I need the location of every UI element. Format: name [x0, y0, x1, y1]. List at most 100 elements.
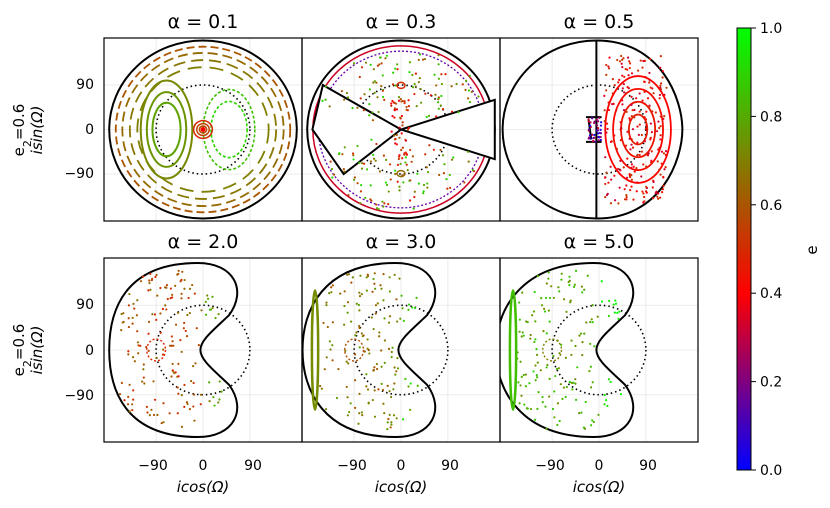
data-point [365, 168, 369, 171]
data-point [659, 88, 663, 91]
data-point [621, 87, 624, 90]
data-point [641, 190, 644, 193]
data-point [192, 365, 195, 368]
data-point [396, 320, 399, 323]
data-point [331, 321, 334, 324]
data-point [542, 330, 545, 333]
data-point [383, 317, 386, 320]
orbit-ring-0 [114, 45, 292, 214]
data-point [395, 133, 399, 137]
data-point [386, 384, 389, 387]
data-point [661, 191, 664, 194]
data-point [425, 115, 428, 119]
data-point [652, 180, 655, 184]
data-point [633, 170, 636, 173]
data-point [369, 184, 372, 187]
data-point [533, 290, 536, 294]
data-point [418, 76, 421, 80]
data-point [629, 189, 632, 192]
data-point [152, 380, 155, 383]
right-loop-1 [210, 100, 248, 159]
data-point [407, 99, 410, 102]
data-point [393, 382, 396, 385]
data-point [151, 277, 154, 281]
data-point [627, 74, 630, 77]
data-point [381, 95, 385, 99]
data-point [354, 353, 357, 356]
data-point [352, 62, 356, 65]
data-point [439, 104, 442, 107]
data-point [619, 169, 622, 172]
data-point [613, 134, 616, 137]
data-point [623, 188, 626, 191]
data-point [548, 296, 552, 300]
data-point [412, 207, 415, 210]
data-point [648, 71, 651, 75]
data-point [376, 302, 379, 305]
data-point [620, 54, 623, 58]
data-point [410, 160, 413, 163]
data-point [596, 129, 600, 132]
data-point [539, 369, 542, 372]
data-point [619, 392, 623, 396]
data-point [609, 202, 613, 205]
data-point [148, 414, 151, 417]
data-point [373, 366, 376, 369]
data-point [589, 320, 592, 324]
data-point [346, 311, 349, 314]
ytick-label-r1-m90: −90 [64, 388, 94, 404]
data-point [405, 153, 408, 156]
data-point [440, 94, 443, 98]
data-point [331, 359, 334, 362]
data-point [372, 277, 375, 281]
data-point [632, 198, 635, 201]
data-point [413, 195, 416, 199]
data-point [413, 190, 416, 193]
data-point [452, 156, 455, 159]
data-point [656, 160, 659, 163]
data-point [352, 154, 355, 157]
data-point [174, 323, 178, 326]
data-point [594, 140, 597, 143]
data-point [360, 332, 363, 335]
data-point [346, 396, 349, 399]
data-point [560, 272, 563, 275]
data-point [152, 413, 156, 417]
data-point [195, 327, 198, 330]
data-point [605, 122, 609, 125]
data-point [348, 410, 351, 414]
data-point [659, 115, 662, 118]
data-point [324, 98, 327, 101]
data-point [188, 408, 192, 411]
data-point [141, 380, 144, 383]
data-point [606, 404, 609, 408]
data-point [137, 344, 140, 347]
libration-loop-3 [627, 113, 649, 146]
data-point [165, 284, 169, 287]
data-point [391, 83, 395, 86]
data-point [618, 310, 621, 313]
data-point [344, 349, 347, 352]
data-point [365, 373, 368, 376]
data-point [396, 367, 400, 370]
data-point [358, 324, 361, 328]
data-point [180, 278, 183, 281]
data-point [381, 200, 384, 203]
data-point [607, 314, 610, 318]
data-point [540, 304, 544, 307]
data-point [558, 352, 561, 355]
data-point [329, 348, 332, 351]
data-point [568, 381, 571, 384]
data-point [521, 291, 524, 294]
data-point [425, 166, 428, 169]
data-point [652, 92, 655, 95]
data-point [361, 414, 364, 417]
data-point [127, 395, 130, 398]
data-point [436, 101, 440, 104]
data-point [598, 116, 601, 120]
outer-boundary [108, 39, 298, 220]
data-point [368, 352, 371, 355]
data-point [390, 104, 393, 107]
data-point [662, 94, 665, 97]
data-point [393, 116, 396, 119]
